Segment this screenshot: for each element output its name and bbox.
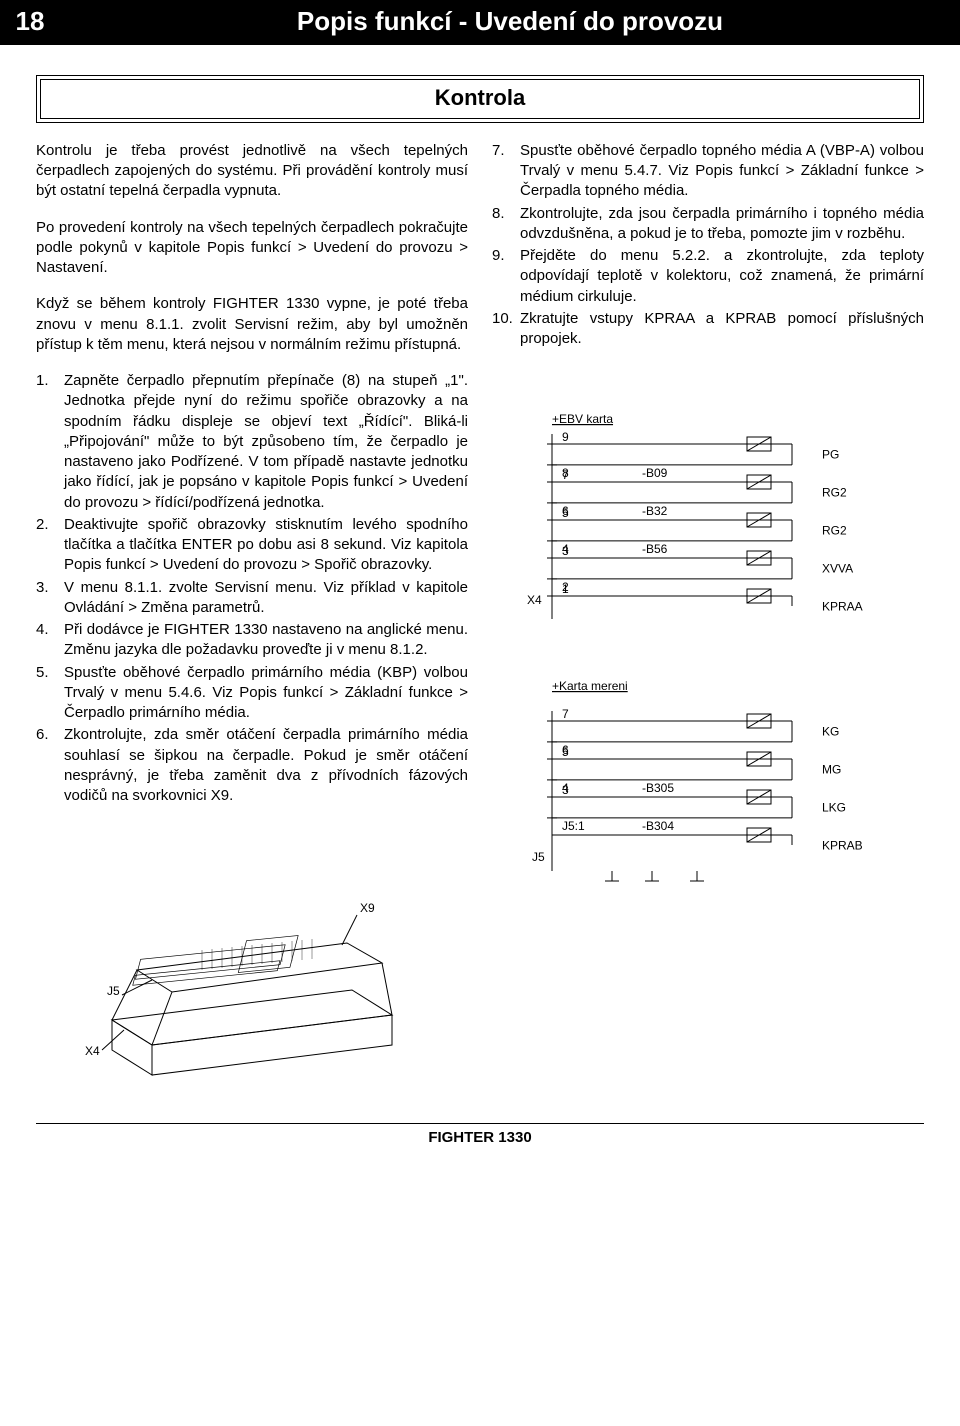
list-text: Zapněte čerpadlo přepnutím přepínače (8)…	[64, 371, 468, 513]
list-number: 5.	[36, 663, 64, 724]
list-number: 3.	[36, 578, 64, 619]
svg-text:MG: MG	[822, 762, 841, 776]
list-item: 9.Přejděte do menu 5.2.2. a zkontrolujte…	[492, 246, 924, 307]
svg-text:LKG: LKG	[822, 800, 846, 814]
svg-text:RG2: RG2	[822, 486, 847, 500]
right-column: 7.Spusťte oběhové čerpadlo topného média…	[492, 141, 924, 1087]
intro-paragraph: Po provedení kontroly na všech tepelných…	[36, 218, 468, 279]
svg-text:XVVA: XVVA	[822, 562, 853, 576]
diagram-title: +EBV karta	[552, 412, 613, 426]
iso-label-x9: X9	[360, 901, 375, 915]
svg-text:-B304: -B304	[642, 818, 674, 832]
list-text: Přejděte do menu 5.2.2. a zkontrolujte, …	[520, 246, 924, 307]
section-title: Kontrola	[40, 79, 920, 119]
footer-text: FIGHTER 1330	[0, 1128, 960, 1148]
svg-text:3: 3	[562, 544, 569, 558]
intro-paragraph: Když se během kontroly FIGHTER 1330 vypn…	[36, 294, 468, 355]
list-text: Zkratujte vstupy KPRAA a KPRAB pomocí př…	[520, 309, 924, 350]
svg-text:KG: KG	[822, 724, 839, 738]
list-number: 1.	[36, 371, 64, 513]
list-item: 2.Deaktivujte spořič obrazovky stisknutí…	[36, 515, 468, 576]
page-footer: FIGHTER 1330	[0, 1117, 960, 1160]
page-number: 18	[0, 0, 60, 45]
list-item: 5.Spusťte oběhové čerpadlo primárního mé…	[36, 663, 468, 724]
list-text: V menu 8.1.1. zvolte Servisní menu. Viz …	[64, 578, 468, 619]
footer-divider	[36, 1123, 924, 1124]
list-item: 6.Zkontrolujte, zda směr otáčení čerpadl…	[36, 725, 468, 806]
two-column-layout: Kontrolu je třeba provést jednotlivě na …	[36, 141, 924, 1087]
svg-text:KPRAB: KPRAB	[822, 838, 863, 852]
wiring-diagram-mereni: +Karta mereni J5 76KG54-B305MG3J5:1-B304…	[492, 676, 924, 892]
list-item: 3.V menu 8.1.1. zvolte Servisní menu. Vi…	[36, 578, 468, 619]
svg-text:RG2: RG2	[822, 524, 847, 538]
list-text: Spusťte oběhové čerpadlo primárního médi…	[64, 663, 468, 724]
svg-text:3: 3	[562, 783, 569, 797]
procedure-list-right: 7.Spusťte oběhové čerpadlo topného média…	[492, 141, 924, 350]
list-item: 1.Zapněte čerpadlo přepnutím přepínače (…	[36, 371, 468, 513]
list-number: 6.	[36, 725, 64, 806]
svg-text:J5:1: J5:1	[562, 818, 585, 832]
list-text: Zkontrolujte, zda směr otáčení čerpadla …	[64, 725, 468, 806]
svg-text:-B09: -B09	[642, 466, 668, 480]
list-text: Při dodávce je FIGHTER 1330 nastaveno na…	[64, 620, 468, 661]
svg-text:-B56: -B56	[642, 542, 668, 556]
svg-text:PG: PG	[822, 448, 839, 462]
intro-paragraph: Kontrolu je třeba provést jednotlivě na …	[36, 141, 468, 202]
left-column: Kontrolu je třeba provést jednotlivě na …	[36, 141, 468, 1087]
section-title-box: Kontrola	[36, 75, 924, 123]
device-isometric-drawing: X9 J5 X4	[36, 820, 468, 1086]
list-number: 7.	[492, 141, 520, 202]
wiring-diagram-ebv: +EBV karta X4 98-B09PG76-B32RG254-B56RG2…	[492, 409, 924, 645]
bus-label: X4	[527, 593, 542, 607]
page-header: 18 Popis funkcí - Uvedení do provozu	[0, 0, 960, 45]
list-number: 2.	[36, 515, 64, 576]
list-number: 10.	[492, 309, 520, 350]
page-title: Popis funkcí - Uvedení do provozu	[60, 0, 960, 45]
svg-text:5: 5	[562, 745, 569, 759]
svg-text:9: 9	[562, 430, 569, 444]
content-area: Kontrola Kontrolu je třeba provést jedno…	[0, 45, 960, 1106]
svg-text:7: 7	[562, 468, 569, 482]
svg-text:KPRAA: KPRAA	[822, 600, 863, 614]
list-text: Deaktivujte spořič obrazovky stisknutím …	[64, 515, 468, 576]
list-number: 8.	[492, 204, 520, 245]
list-item: 4.Při dodávce je FIGHTER 1330 nastaveno …	[36, 620, 468, 661]
iso-label-x4: X4	[85, 1044, 100, 1058]
procedure-list-left: 1.Zapněte čerpadlo přepnutím přepínače (…	[36, 371, 468, 806]
list-number: 4.	[36, 620, 64, 661]
list-number: 9.	[492, 246, 520, 307]
svg-text:-B32: -B32	[642, 504, 668, 518]
svg-text:7: 7	[562, 707, 569, 721]
svg-text:-B305: -B305	[642, 780, 674, 794]
iso-label-j5: J5	[107, 984, 120, 998]
diagram-title: +Karta mereni	[552, 679, 628, 693]
bus-label: J5	[532, 850, 545, 864]
list-text: Zkontrolujte, zda jsou čerpadla primární…	[520, 204, 924, 245]
list-item: 7.Spusťte oběhové čerpadlo topného média…	[492, 141, 924, 202]
list-item: 8.Zkontrolujte, zda jsou čerpadla primár…	[492, 204, 924, 245]
svg-text:1: 1	[562, 582, 569, 596]
svg-text:5: 5	[562, 506, 569, 520]
list-item: 10.Zkratujte vstupy KPRAA a KPRAB pomocí…	[492, 309, 924, 350]
list-text: Spusťte oběhové čerpadlo topného média A…	[520, 141, 924, 202]
